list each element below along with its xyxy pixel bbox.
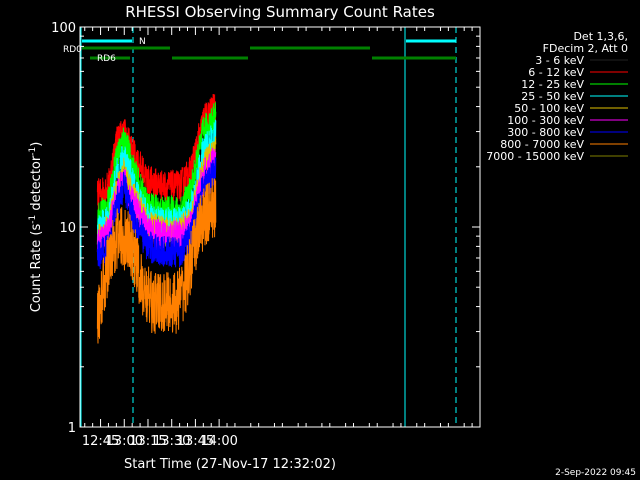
x-tick-label: 13:00 bbox=[106, 434, 143, 449]
legend-label: 50 - 100 keV bbox=[514, 102, 584, 115]
legend-label: 800 - 7000 keV bbox=[500, 138, 584, 151]
legend-header-1: Det 1,3,6, bbox=[573, 30, 628, 43]
y-axis-label: Count Rate (s-1 detector-1) bbox=[28, 142, 44, 313]
y-tick-label: 1 bbox=[68, 421, 76, 436]
legend-header-2: FDecim 2, Att 0 bbox=[543, 42, 628, 55]
annotation-n: N bbox=[139, 37, 146, 47]
x-tick-label: 12:45 bbox=[82, 434, 119, 449]
legend-label: 25 - 50 keV bbox=[521, 90, 584, 103]
y-axis-ticks: 1 10 100 bbox=[51, 21, 480, 436]
legend-label: 300 - 800 keV bbox=[507, 126, 584, 139]
legend-label: 7000 - 15000 keV bbox=[486, 150, 584, 163]
x-axis-label: Start Time (27-Nov-17 12:32:02) bbox=[124, 457, 336, 472]
y-tick-label: 100 bbox=[51, 21, 76, 36]
chart-title: RHESSI Observing Summary Count Rates bbox=[125, 3, 435, 21]
footer-date: 2-Sep-2022 09:45 bbox=[555, 468, 636, 478]
annotation-rd6: RD6 bbox=[97, 54, 116, 64]
series-layer bbox=[96, 93, 217, 344]
series-line-7 bbox=[96, 178, 217, 344]
x-tick-label: 13:30 bbox=[153, 434, 190, 449]
x-tick-label: 13:15 bbox=[129, 434, 166, 449]
legend-label: 6 - 12 keV bbox=[528, 66, 584, 79]
y-tick-label: 10 bbox=[59, 221, 76, 236]
annotations: RD0 RD6 N bbox=[63, 37, 146, 64]
legend-label: 12 - 25 keV bbox=[521, 78, 584, 91]
x-tick-label: 13:45 bbox=[177, 434, 214, 449]
state-bars bbox=[82, 39, 456, 60]
legend-label: 3 - 6 keV bbox=[535, 54, 584, 67]
series-line-5 bbox=[96, 147, 217, 259]
legend-label: 100 - 300 keV bbox=[507, 114, 584, 127]
x-tick-label: 14:00 bbox=[200, 434, 237, 449]
annotation-rd0: RD0 bbox=[63, 45, 82, 55]
